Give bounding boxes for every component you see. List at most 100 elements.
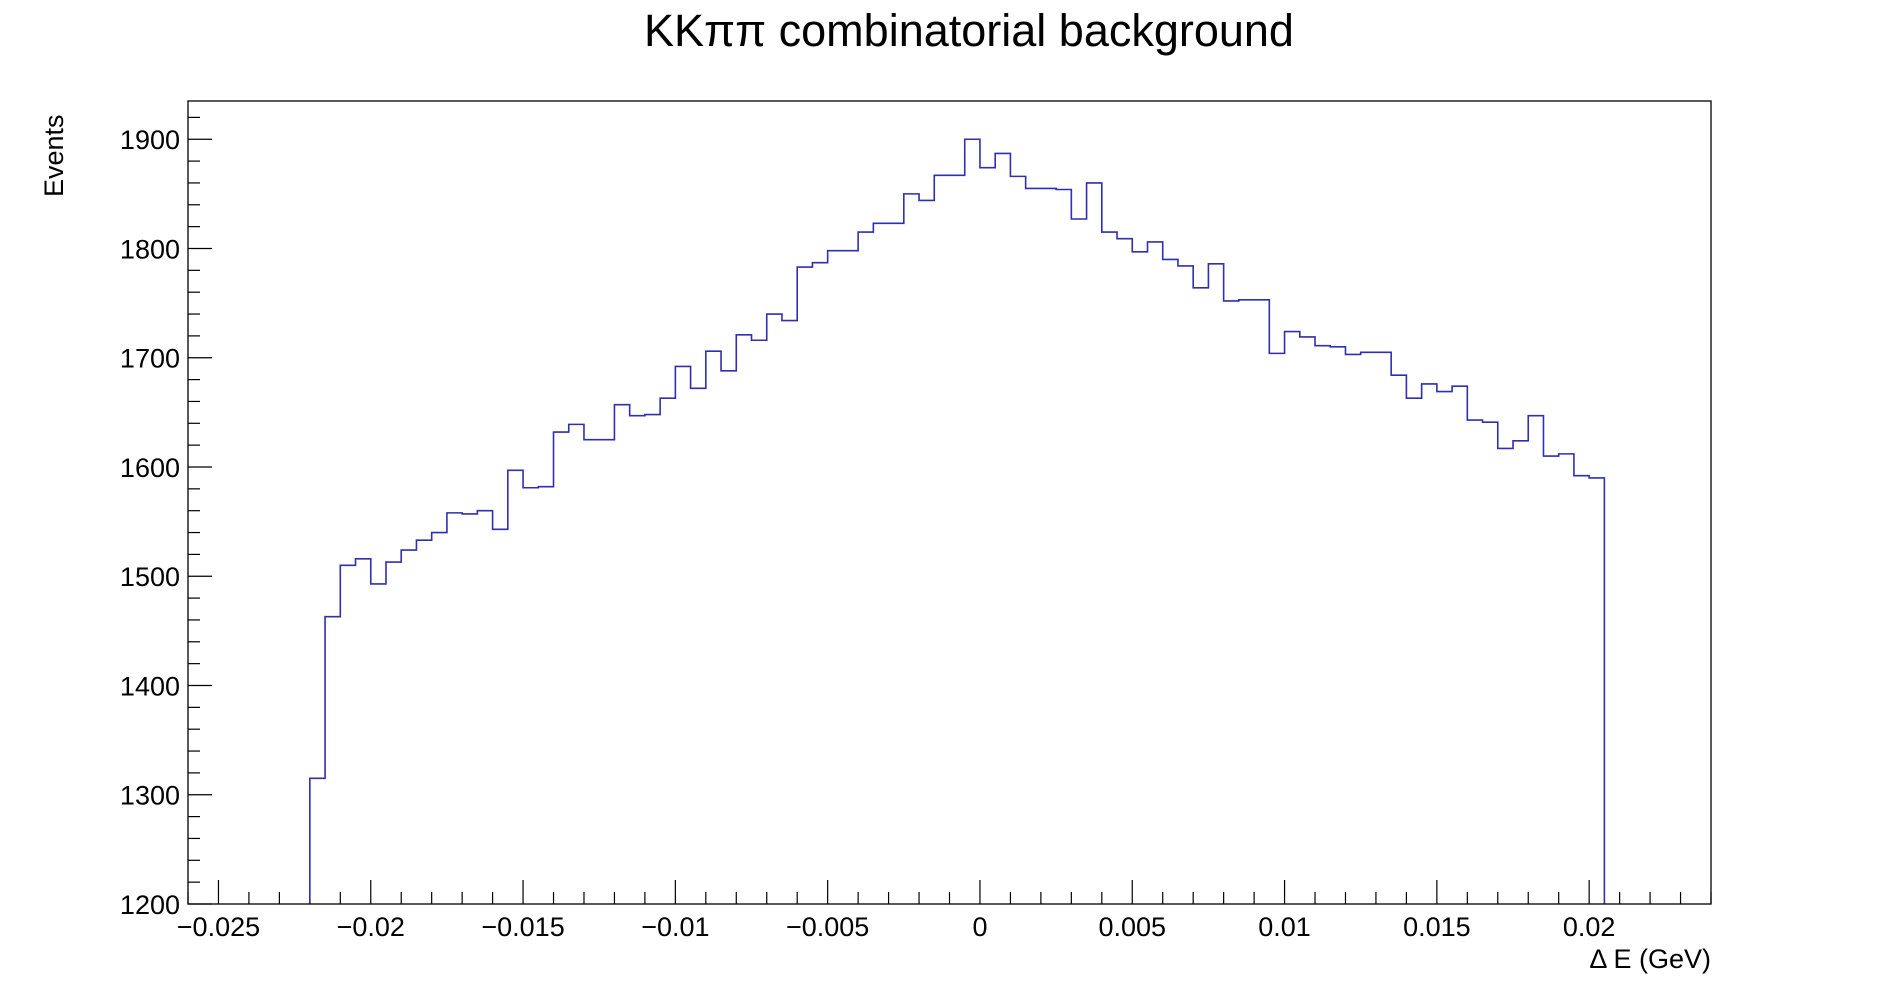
histogram-bin — [1528, 416, 1543, 904]
histogram-series — [309, 138, 1606, 904]
histogram-bin — [1300, 337, 1315, 904]
histogram-bin — [386, 562, 401, 904]
histogram-bin — [371, 584, 386, 904]
histogram-bin — [1345, 354, 1360, 904]
histogram-bin — [904, 194, 919, 904]
histogram-bin — [1589, 478, 1604, 904]
histogram-bin — [828, 251, 843, 904]
y-tick-label: 1500 — [120, 562, 180, 592]
y-axis: 1200 1300 1400 1500 1600 1700 1800 1900 — [120, 116, 212, 920]
histogram-bin — [767, 314, 782, 904]
histogram-bin — [691, 388, 706, 904]
histogram-bin — [630, 416, 645, 904]
y-tick-label: 1400 — [120, 671, 180, 701]
histogram-bin — [462, 514, 477, 904]
y-tick-label: 1900 — [120, 125, 180, 155]
histogram-bin — [614, 405, 629, 904]
histogram-bin — [1361, 352, 1376, 904]
histogram-bin — [356, 559, 371, 904]
histogram-bin — [843, 251, 858, 904]
histogram-bin — [1391, 375, 1406, 904]
histogram-bin — [1071, 219, 1086, 904]
histogram-bin — [569, 424, 584, 904]
histogram-bin — [858, 232, 873, 904]
x-tick-label: 0 — [972, 912, 987, 942]
histogram-bin — [1330, 347, 1345, 904]
histogram-bin — [1147, 242, 1162, 904]
x-axis-title: Δ E (GeV) — [1589, 944, 1711, 974]
histogram-bin — [1452, 386, 1467, 904]
histogram-bin — [599, 440, 614, 904]
chart-title: KKππ combinatorial background — [644, 5, 1294, 56]
x-axis: −0.025 −0.02 −0.015 −0.01 −0.005 0 0.005 0.01 0.… — [177, 880, 1712, 942]
histogram-bin — [1467, 420, 1482, 904]
x-tick-label: −0.025 — [177, 912, 260, 942]
histogram-bin — [1559, 454, 1574, 904]
histogram-bin — [508, 470, 523, 904]
histogram-bin — [1513, 441, 1528, 904]
histogram-bin — [812, 263, 827, 904]
histogram-bin — [934, 175, 949, 904]
histogram-bin — [1208, 264, 1223, 904]
histogram-bin — [797, 267, 812, 904]
histogram-bin — [889, 223, 904, 904]
histogram-bin — [1574, 476, 1589, 904]
histogram-bin — [523, 488, 538, 904]
y-tick-label: 1800 — [120, 234, 180, 264]
histogram-bin — [416, 540, 431, 904]
y-tick-label: 1300 — [120, 781, 180, 811]
x-tick-label: −0.015 — [481, 912, 564, 942]
histogram-bin — [432, 533, 447, 904]
histogram-bin — [645, 415, 660, 904]
histogram-bin — [401, 550, 416, 904]
y-tick-label: 1600 — [120, 453, 180, 483]
histogram-bin — [736, 335, 751, 904]
histogram-bin — [493, 529, 508, 904]
histogram-bin — [1315, 346, 1330, 904]
histogram-bin — [1437, 392, 1452, 904]
histogram-bin — [538, 487, 553, 904]
histogram-bin — [1132, 252, 1147, 904]
histogram-bin — [1178, 266, 1193, 904]
x-tick-label: 0.01 — [1258, 912, 1311, 942]
histogram-bin — [1224, 301, 1239, 904]
histogram-bin — [1422, 384, 1437, 904]
histogram-bin — [675, 366, 690, 904]
histogram-bin — [965, 139, 980, 904]
histogram-bin — [1376, 352, 1391, 904]
histogram-bin — [310, 778, 325, 904]
histogram-bin — [873, 223, 888, 904]
plot-frame — [187, 100, 1712, 905]
histogram-bin — [584, 440, 599, 904]
histogram-bin — [919, 200, 934, 904]
histogram-bin — [1406, 398, 1421, 904]
histogram-bin — [554, 432, 569, 904]
histogram-bin — [1117, 239, 1132, 904]
histogram-bin — [340, 565, 355, 904]
histogram-bin — [660, 398, 675, 904]
histogram-bin — [1056, 189, 1071, 904]
histogram-bin — [1102, 232, 1117, 904]
histogram-bin — [1041, 188, 1056, 904]
x-tick-label: −0.02 — [337, 912, 405, 942]
histogram-bin — [752, 340, 767, 904]
y-axis-title: Events — [39, 114, 69, 197]
histogram-bin — [1087, 183, 1102, 904]
histogram-bin — [995, 153, 1010, 904]
histogram-bin — [447, 513, 462, 904]
histogram-bin — [721, 371, 736, 904]
x-tick-label: 0.02 — [1563, 912, 1616, 942]
x-tick-label: 0.005 — [1098, 912, 1166, 942]
x-tick-label: −0.005 — [786, 912, 869, 942]
histogram-bin — [1543, 456, 1558, 904]
histogram-bin — [782, 321, 797, 904]
histogram-bin — [477, 511, 492, 904]
x-tick-label: 0.015 — [1403, 912, 1471, 942]
y-tick-label: 1700 — [120, 344, 180, 374]
histogram-bin — [1269, 353, 1284, 904]
histogram-bin — [1254, 300, 1269, 904]
histogram-bin — [706, 351, 721, 904]
histogram-bin — [1498, 448, 1513, 904]
